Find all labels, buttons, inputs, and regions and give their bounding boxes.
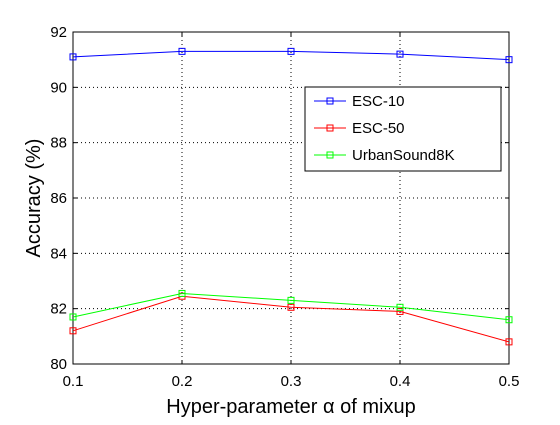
legend-marker-esc-10: [326, 97, 334, 105]
y-tick-label: 86: [50, 190, 67, 207]
data-point-urbansound8k: [287, 296, 295, 304]
data-point-urbansound8k: [396, 303, 404, 311]
legend-label-urbansound8k: UrbanSound8K: [352, 147, 455, 164]
series-esc-50: [69, 292, 513, 346]
series-line-esc-10: [72, 50, 510, 61]
data-point-esc-10: [287, 47, 295, 55]
legend: ESC-10 ESC-50 UrbanSound8K: [304, 86, 502, 172]
data-point-esc-10: [505, 56, 513, 64]
data-point-esc-10: [69, 53, 77, 61]
legend-label-esc-50: ESC-50: [352, 120, 405, 137]
y-tick-label: 88: [50, 135, 67, 152]
series-esc-10: [69, 47, 513, 64]
data-point-esc-50: [505, 338, 513, 346]
x-tick-label: 0.2: [172, 373, 193, 390]
x-tick-label: 0.4: [390, 373, 411, 390]
data-point-esc-50: [396, 307, 404, 315]
axis-ticks: 0.1 0.2 0.3 0.4 0.5 80 82 84 86 88 90 92: [50, 24, 519, 390]
x-tick-label: 0.5: [499, 373, 520, 390]
y-tick-label: 82: [50, 301, 67, 318]
grid: [73, 32, 509, 364]
data-point-urbansound8k: [505, 316, 513, 324]
plot-frame: [72, 31, 510, 365]
legend-entry-urbansound8k: UrbanSound8K: [314, 147, 455, 164]
y-tick-label: 92: [50, 24, 67, 41]
data-point-esc-50: [287, 303, 295, 311]
legend-marker-urbansound8k: [326, 151, 334, 159]
data-point-urbansound8k: [178, 289, 186, 297]
legend-entry-esc-10: ESC-10: [314, 93, 405, 110]
x-tick-label: 0.1: [63, 373, 84, 390]
y-tick-label: 84: [50, 245, 67, 262]
legend-entry-esc-50: ESC-50: [314, 120, 405, 137]
y-tick-label: 80: [50, 356, 67, 373]
x-tick-label: 0.3: [281, 373, 302, 390]
series-line-esc-50: [72, 295, 510, 343]
data-point-urbansound8k: [69, 313, 77, 321]
legend-entries: ESC-10 ESC-50 UrbanSound8K: [314, 93, 455, 164]
legend-marker-esc-50: [326, 124, 334, 132]
series-group: [69, 47, 513, 346]
data-point-esc-10: [396, 50, 404, 58]
legend-label-esc-10: ESC-10: [352, 93, 405, 110]
series-line-urbansound8k: [72, 292, 510, 321]
y-tick-label: 90: [50, 79, 67, 96]
series-urbansound8k: [69, 289, 513, 324]
data-point-esc-50: [69, 327, 77, 335]
data-point-esc-10: [178, 47, 186, 55]
x-axis-title: Hyper-parameter α of mixup: [166, 396, 415, 418]
y-axis-title: Accuracy (%): [23, 139, 45, 258]
